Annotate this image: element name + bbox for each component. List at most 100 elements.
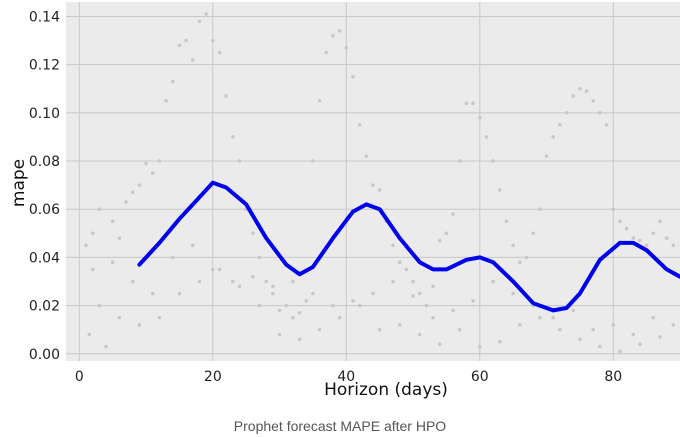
scatter-point: [571, 94, 576, 98]
scatter-point: [391, 243, 395, 248]
scatter-point: [457, 159, 462, 163]
scatter-point: [110, 219, 115, 224]
scatter-point: [437, 342, 442, 346]
scatter-point: [284, 303, 289, 308]
scatter-point: [297, 311, 302, 315]
scatter-point: [417, 332, 422, 337]
y-tick-label: 0.04: [29, 250, 60, 266]
scatter-point: [584, 89, 589, 93]
scatter-point: [170, 79, 175, 84]
scatter-point: [371, 291, 375, 296]
scatter-point: [144, 161, 148, 166]
x-tick-label: 20: [204, 369, 222, 385]
scatter-point: [377, 188, 382, 192]
scatter-point: [498, 188, 502, 192]
scatter-point: [277, 308, 282, 313]
scatter-point: [97, 303, 102, 308]
scatter-point: [631, 332, 636, 337]
scatter-point: [578, 86, 582, 91]
scatter-point: [264, 279, 269, 284]
scatter-point: [257, 255, 262, 260]
scatter-point: [578, 337, 582, 342]
scatter-point: [251, 231, 255, 236]
scatter-points: [84, 12, 676, 354]
scatter-point: [504, 219, 509, 224]
scatter-point: [611, 323, 616, 327]
scatter-point: [444, 231, 449, 236]
scatter-point: [110, 260, 115, 265]
y-tick-label: 0.12: [29, 58, 60, 74]
scatter-point: [598, 111, 602, 115]
scatter-point: [344, 45, 349, 50]
scatter-point: [397, 260, 402, 265]
scatter-point: [87, 332, 92, 337]
scatter-point: [224, 94, 228, 98]
figure-caption: Prophet forecast MAPE after HPO: [233, 418, 447, 434]
scatter-point: [157, 159, 162, 163]
scatter-point: [90, 267, 95, 272]
scatter-point: [130, 190, 135, 195]
scatter-point: [604, 123, 609, 127]
scatter-point: [137, 323, 142, 327]
y-tick-label: 0.08: [29, 154, 60, 170]
y-tick-label: 0.06: [29, 202, 60, 218]
scatter-point: [411, 294, 415, 298]
scatter-point: [377, 327, 382, 332]
y-tick-label: 0.10: [29, 106, 60, 122]
scatter-point: [644, 243, 649, 248]
scatter-point: [671, 243, 676, 248]
scatter-point: [658, 335, 662, 339]
scatter-point: [257, 303, 262, 308]
scatter-point: [511, 243, 515, 248]
scatter-point: [658, 219, 662, 224]
scatter-point: [457, 327, 462, 332]
scatter-point: [564, 111, 569, 115]
scatter-point: [351, 74, 355, 79]
scatter-point: [157, 315, 162, 320]
scatter-point: [364, 154, 369, 159]
scatter-point: [191, 243, 195, 248]
mape-chart: 0 20 40 60 80 0.000.020.040.060.080.100.120.…: [9, 2, 680, 400]
scatter-point: [397, 323, 402, 327]
scatter-point: [291, 315, 295, 320]
scatter-point: [471, 298, 475, 303]
scatter-point: [204, 12, 208, 16]
scatter-point: [130, 279, 135, 284]
scatter-point: [271, 284, 275, 289]
scatter-point: [571, 308, 576, 313]
scatter-point: [150, 171, 155, 175]
scatter-point: [217, 50, 222, 55]
scatter-point: [437, 238, 442, 243]
scatter-point: [431, 315, 435, 320]
scatter-point: [477, 344, 482, 349]
scatter-point: [638, 342, 642, 346]
scatter-point: [191, 58, 195, 62]
scatter-point: [431, 284, 435, 289]
scatter-point: [137, 183, 142, 187]
scatter-point: [538, 207, 542, 212]
x-tick-label: 80: [604, 369, 622, 385]
scatter-point: [551, 135, 555, 139]
scatter-point: [164, 98, 168, 103]
x-tick-labels: 0 20 40 60 80: [75, 369, 622, 385]
scatter-point: [484, 135, 489, 139]
scatter-point: [337, 29, 342, 33]
scatter-point: [117, 236, 122, 240]
x-tick-label: 0: [75, 369, 84, 385]
scatter-point: [331, 303, 335, 308]
scatter-point: [544, 154, 549, 159]
mape-series-line: [137, 180, 680, 313]
y-tick-labels: 0.00 0.02 0.04 0.06 0.08 0.10 0.12 0.14: [29, 9, 60, 362]
scatter-point: [491, 279, 495, 284]
scatter-point: [391, 279, 395, 284]
scatter-point: [558, 123, 562, 127]
scatter-point: [651, 231, 656, 236]
scatter-point: [618, 349, 622, 354]
scatter-point: [558, 327, 562, 332]
scatter-point: [417, 291, 422, 296]
gridlines: [66, 2, 680, 361]
scatter-point: [411, 279, 415, 284]
scatter-point: [271, 291, 275, 296]
scatter-point: [197, 19, 202, 24]
scatter-point: [170, 255, 175, 260]
